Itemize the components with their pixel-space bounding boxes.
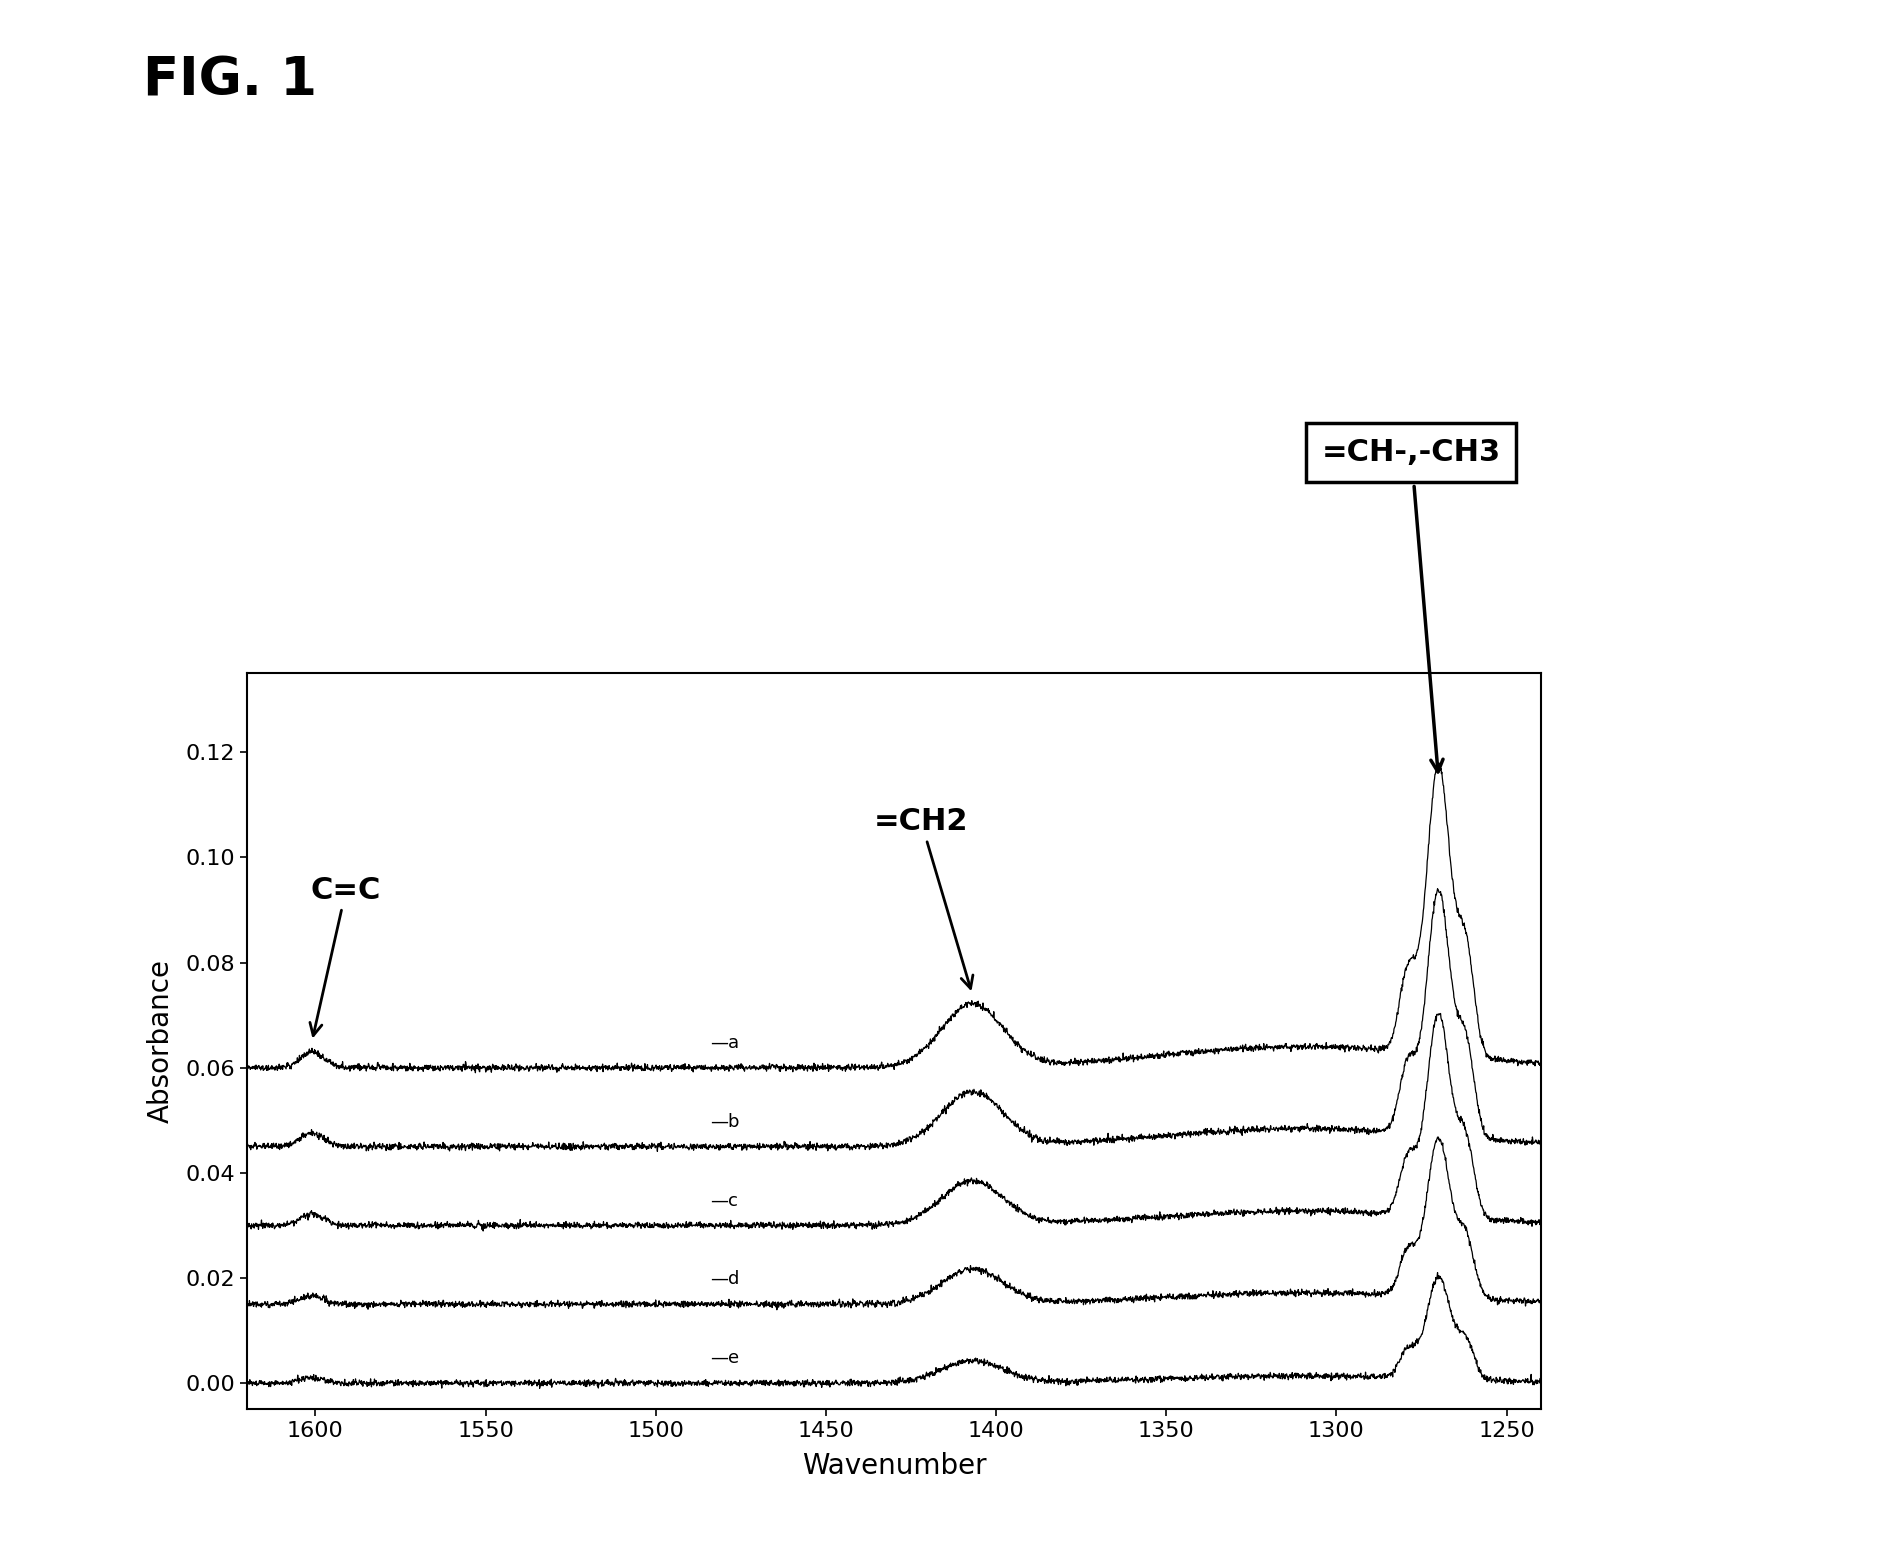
Text: =CH2: =CH2 <box>873 808 974 988</box>
X-axis label: Wavenumber: Wavenumber <box>801 1452 987 1480</box>
Text: —a: —a <box>709 1034 740 1052</box>
Text: —d: —d <box>709 1270 740 1289</box>
Y-axis label: Absorbance: Absorbance <box>146 960 175 1123</box>
Text: —e: —e <box>709 1350 740 1367</box>
Text: C=C: C=C <box>310 875 380 1035</box>
Text: FIG. 1: FIG. 1 <box>143 55 316 106</box>
Text: =CH-,-CH3: =CH-,-CH3 <box>1322 438 1501 772</box>
Text: —c: —c <box>709 1192 738 1209</box>
Text: —b: —b <box>709 1113 740 1131</box>
